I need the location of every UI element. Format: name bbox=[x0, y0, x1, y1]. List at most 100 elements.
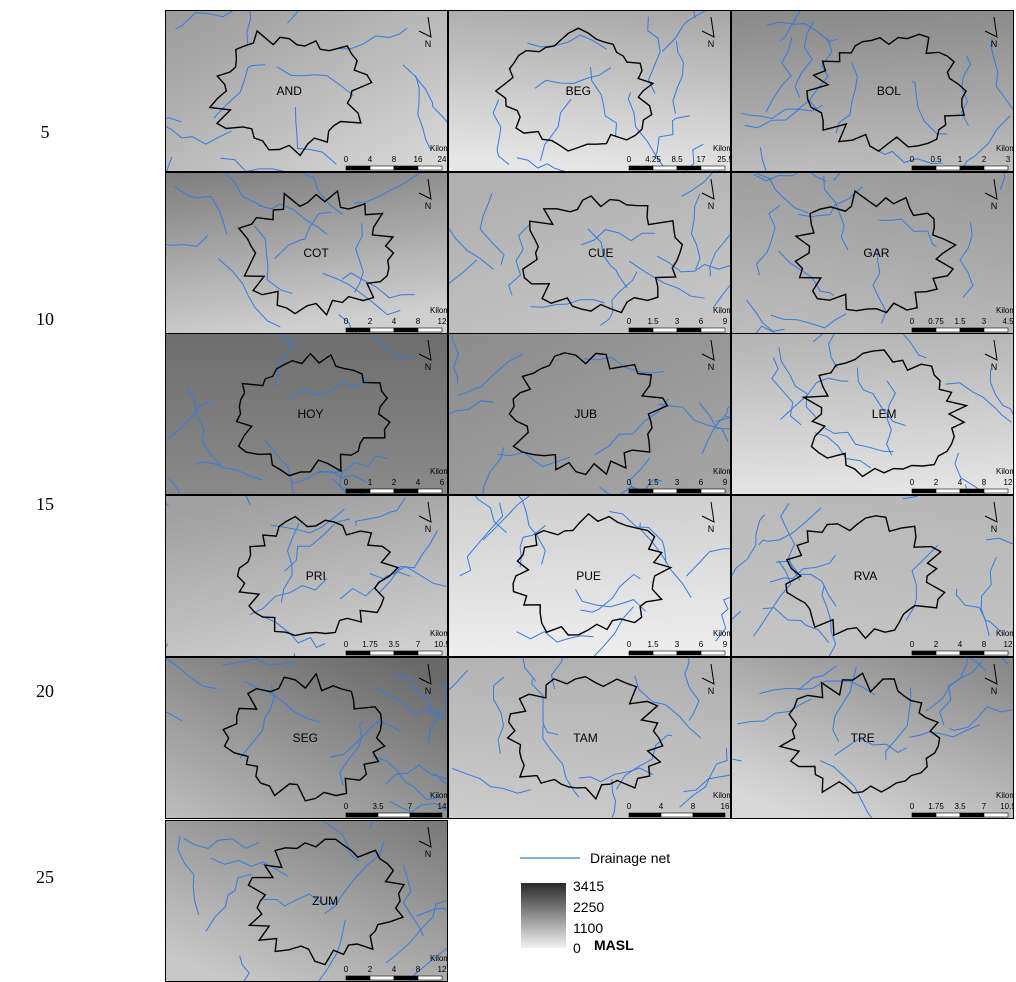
scale-unit: Kilometers bbox=[996, 467, 1014, 476]
north-label: N bbox=[991, 686, 998, 696]
map-panel: JUBNKilometers01.5369 bbox=[448, 333, 731, 495]
scale-segment bbox=[629, 166, 653, 170]
scale-value: 0 bbox=[344, 155, 349, 164]
north-label: N bbox=[991, 39, 998, 49]
scale-segment bbox=[394, 166, 418, 170]
scale-value: 0 bbox=[910, 478, 915, 487]
scale-value: 12 bbox=[438, 965, 447, 974]
scale-segment bbox=[346, 166, 370, 170]
map-panel: ZUMNKilometers024812 bbox=[165, 820, 448, 982]
scale-value: 0 bbox=[627, 317, 632, 326]
north-label: N bbox=[991, 524, 998, 534]
basin-label: ZUM bbox=[312, 894, 338, 908]
scale-value: 8 bbox=[416, 965, 421, 974]
scale-unit: Kilometers bbox=[996, 306, 1014, 315]
basin-label: TRE bbox=[851, 731, 875, 745]
scale-value: 8 bbox=[982, 640, 987, 649]
legend-ramp bbox=[521, 883, 566, 948]
scale-unit: Kilometers bbox=[430, 144, 448, 153]
scale-segment bbox=[346, 813, 378, 817]
scale-value: 10.5 bbox=[1000, 802, 1014, 811]
scale-value: 3.5 bbox=[954, 802, 966, 811]
north-label: N bbox=[425, 686, 432, 696]
scale-value: 1.5 bbox=[647, 640, 659, 649]
north-label: N bbox=[425, 39, 432, 49]
map-panel: PUENKilometers01.5369 bbox=[448, 495, 731, 657]
scale-segment bbox=[701, 166, 725, 170]
scale-segment bbox=[346, 976, 370, 980]
map-panel: BEGNKilometers04.258.51725.5 bbox=[448, 10, 731, 172]
map-panel: LEMNKilometers024812 bbox=[731, 333, 1014, 495]
scale-value: 3 bbox=[675, 640, 680, 649]
terrain bbox=[166, 11, 448, 172]
scale-segment bbox=[912, 651, 936, 655]
scale-segment bbox=[346, 651, 370, 655]
scale-segment bbox=[410, 813, 442, 817]
scale-value: 9 bbox=[723, 478, 728, 487]
line-number: 25 bbox=[30, 867, 60, 888]
scale-value: 0 bbox=[344, 802, 349, 811]
scale-segment bbox=[677, 651, 701, 655]
scale-unit: Kilometers bbox=[996, 144, 1014, 153]
scale-value: 25.5 bbox=[717, 155, 731, 164]
scale-segment bbox=[960, 166, 984, 170]
scale-value: 7 bbox=[982, 802, 987, 811]
line-number: 10 bbox=[30, 309, 60, 330]
scale-value: 12 bbox=[438, 317, 447, 326]
north-label: N bbox=[991, 362, 998, 372]
scale-segment bbox=[370, 489, 394, 493]
scale-value: 4 bbox=[958, 478, 963, 487]
scale-value: 6 bbox=[699, 640, 704, 649]
scale-value: 16 bbox=[414, 155, 423, 164]
scale-value: 0 bbox=[344, 478, 349, 487]
basin-label: PRI bbox=[306, 569, 326, 583]
scale-segment bbox=[418, 328, 442, 332]
basin-label: CUE bbox=[588, 246, 613, 260]
scale-value: 2 bbox=[934, 478, 939, 487]
basin-label: TAM bbox=[573, 731, 597, 745]
north-label: N bbox=[425, 524, 432, 534]
scale-value: 3 bbox=[675, 478, 680, 487]
map-panel: RVANKilometers024812 bbox=[731, 495, 1014, 657]
map-panel: SEGNKilometers03.5714 bbox=[165, 657, 448, 819]
scale-segment bbox=[394, 651, 418, 655]
scale-value: 0 bbox=[910, 317, 915, 326]
scale-value: 6 bbox=[699, 317, 704, 326]
scale-value: 0.75 bbox=[928, 317, 944, 326]
scale-value: 17 bbox=[697, 155, 706, 164]
line-number: 15 bbox=[30, 494, 60, 515]
scale-value: 0 bbox=[344, 317, 349, 326]
scale-segment bbox=[912, 813, 936, 817]
scale-value: 7 bbox=[416, 640, 421, 649]
scale-value: 4 bbox=[958, 640, 963, 649]
legend-label: Drainage net bbox=[590, 850, 670, 866]
scale-value: 12 bbox=[1004, 478, 1013, 487]
scale-value: 0 bbox=[910, 640, 915, 649]
north-label: N bbox=[425, 201, 432, 211]
scale-segment bbox=[701, 651, 725, 655]
scale-segment bbox=[960, 813, 984, 817]
line-number: 5 bbox=[30, 122, 60, 143]
scale-value: 3 bbox=[675, 317, 680, 326]
scale-segment bbox=[912, 166, 936, 170]
basin-label: PUE bbox=[576, 569, 601, 583]
scale-unit: Kilometers bbox=[996, 629, 1014, 638]
scale-value: 3.5 bbox=[388, 640, 400, 649]
scale-segment bbox=[653, 651, 677, 655]
basin-label: RVA bbox=[854, 569, 878, 583]
scale-unit: Kilometers bbox=[713, 467, 731, 476]
scale-segment bbox=[653, 328, 677, 332]
scale-unit: Kilometers bbox=[430, 467, 448, 476]
scale-segment bbox=[960, 651, 984, 655]
scale-value: 3.5 bbox=[372, 802, 384, 811]
scale-value: 4 bbox=[392, 317, 397, 326]
scale-segment bbox=[984, 813, 1008, 817]
scale-segment bbox=[370, 328, 394, 332]
map-panel: COTNKilometers024812 bbox=[165, 172, 448, 334]
scale-value: 2 bbox=[982, 155, 987, 164]
scale-segment bbox=[370, 166, 394, 170]
scale-segment bbox=[936, 166, 960, 170]
scale-segment bbox=[701, 489, 725, 493]
